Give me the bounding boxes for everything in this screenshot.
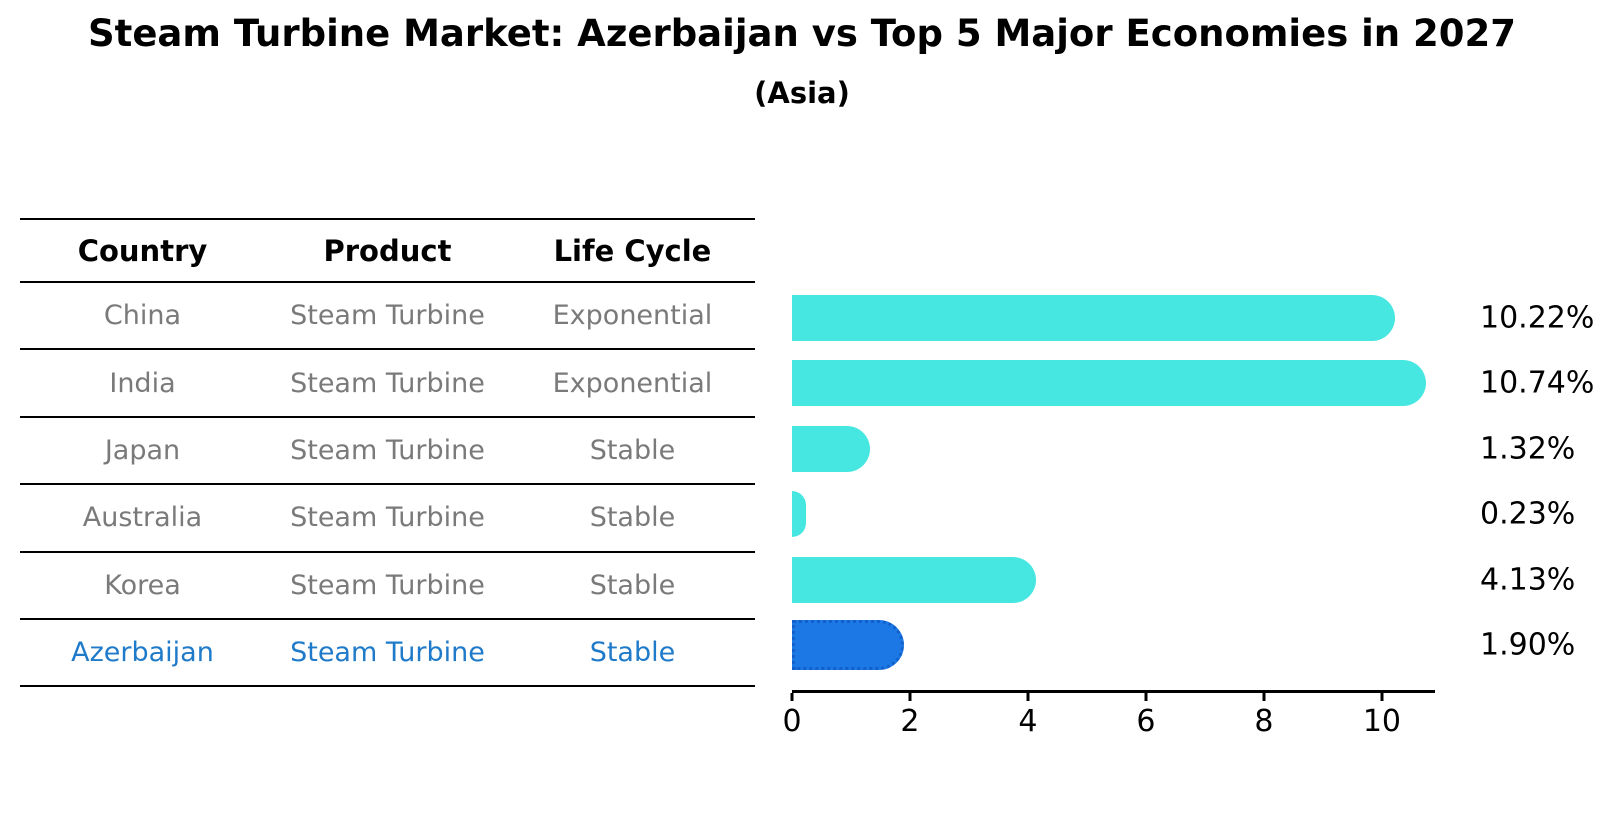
bar-australia: [792, 491, 806, 538]
cell-product: Steam Turbine: [290, 367, 485, 399]
bar-japan: [792, 425, 870, 472]
bar-row-china: 10.22%: [792, 285, 1604, 351]
bar-row-azerbaijan: 1.90%: [792, 613, 1604, 679]
bar-chart: 10.22% 10.74% 1.32% 0.23% 4.13% 1.90%: [792, 285, 1604, 678]
table-row-australia: Australia Steam Turbine Stable: [20, 483, 755, 550]
bar-value-label: 0.23%: [1480, 496, 1576, 532]
bar-value-label: 10.22%: [1480, 300, 1595, 336]
header-cell-product: Product: [323, 233, 452, 268]
cell-product: Steam Turbine: [290, 569, 485, 601]
bar-india: [792, 360, 1426, 407]
header-cell-lifecycle: Life Cycle: [553, 233, 712, 268]
bar-value-label: 10.74%: [1480, 365, 1595, 401]
cell-product: Steam Turbine: [290, 434, 485, 466]
bar-row-india: 10.74%: [792, 351, 1604, 417]
cell-country: Korea: [104, 569, 181, 601]
x-axis-tick-label: 2: [900, 704, 920, 739]
bar-value-label: 1.32%: [1480, 431, 1576, 467]
cell-lifecycle: Exponential: [552, 367, 713, 399]
table-row-azerbaijan: Azerbaijan Steam Turbine Stable: [20, 617, 755, 685]
cell-country: Japan: [104, 434, 181, 466]
cell-product: Steam Turbine: [290, 300, 485, 332]
x-axis-tick: [790, 693, 794, 701]
cell-lifecycle: Stable: [589, 502, 676, 534]
cell-product: Steam Turbine: [290, 637, 485, 669]
header-cell-country: Country: [77, 233, 208, 268]
table-row-india: India Steam Turbine Exponential: [20, 348, 755, 415]
bar-korea: [792, 556, 1036, 603]
cell-lifecycle: Stable: [589, 637, 676, 669]
cell-lifecycle: Stable: [589, 434, 676, 466]
x-axis-tick: [908, 693, 912, 701]
bar-azerbaijan-highlighted: [792, 620, 905, 671]
table-header-row: Country Product Life Cycle: [20, 218, 755, 281]
table-row-china: China Steam Turbine Exponential: [20, 281, 755, 348]
x-axis-tick-label: 4: [1018, 704, 1038, 739]
x-axis-tick-label: 8: [1254, 704, 1274, 739]
bar-row-korea: 4.13%: [792, 547, 1604, 613]
x-axis-tick-label: 0: [782, 704, 802, 739]
table-row-japan: Japan Steam Turbine Stable: [20, 415, 755, 483]
table-row-korea: Korea Steam Turbine Stable: [20, 550, 755, 618]
bar-value-label: 4.13%: [1480, 562, 1576, 598]
page-subtitle: (Asia): [754, 76, 850, 110]
x-axis-tick: [1026, 693, 1030, 701]
page-title: Steam Turbine Market: Azerbaijan vs Top …: [88, 12, 1516, 55]
cell-lifecycle: Exponential: [552, 300, 713, 332]
bar-china: [792, 294, 1395, 341]
cell-country: China: [103, 300, 182, 332]
x-axis-tick: [1380, 693, 1384, 701]
cell-lifecycle: Stable: [589, 569, 676, 601]
data-table: Country Product Life Cycle China Steam T…: [20, 218, 755, 688]
bar-row-japan: 1.32%: [792, 416, 1604, 482]
cell-product: Steam Turbine: [290, 502, 485, 534]
cell-country: Azerbaijan: [71, 637, 214, 669]
x-axis-tick: [1144, 693, 1148, 701]
x-axis: 0 2 4 6 8 10: [782, 690, 1435, 739]
x-axis-tick-label: 6: [1136, 704, 1156, 739]
x-axis-tick-label: 10: [1362, 704, 1401, 739]
x-axis-tick: [1262, 693, 1266, 701]
bar-value-label: 1.90%: [1480, 627, 1576, 663]
bar-row-australia: 0.23%: [792, 482, 1604, 548]
cell-country: India: [109, 367, 176, 399]
cell-country: Australia: [82, 502, 203, 534]
